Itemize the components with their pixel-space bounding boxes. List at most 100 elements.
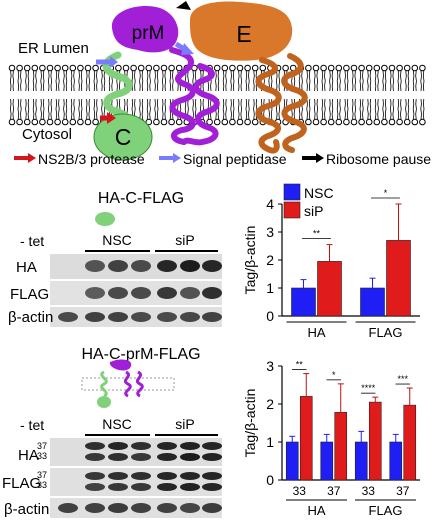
actin-band: [157, 503, 177, 513]
prm-helix-2: [181, 63, 220, 146]
ha-33-band: [85, 453, 105, 461]
lipid-tail: [20, 98, 22, 120]
lipid-head: [305, 64, 312, 72]
lipid-tail: [253, 98, 255, 120]
lipid-tail: [70, 98, 73, 120]
lipid-tail: [382, 98, 384, 120]
lipid-head: [343, 64, 350, 72]
lipid-tail: [63, 70, 65, 92]
lipid-head: [8, 64, 16, 72]
lipid-head: [175, 64, 183, 72]
actin-band: [108, 503, 128, 513]
flag-band: [108, 287, 128, 299]
lipid-tail: [237, 98, 240, 120]
ha-band: [202, 260, 222, 272]
ribosome-pause-marker: [176, 1, 191, 10]
lipid-head: [419, 64, 426, 72]
lipid-tail: [156, 70, 159, 92]
lipid-head: [145, 118, 153, 126]
actin-band: [85, 312, 105, 322]
lipid-head: [236, 64, 244, 72]
lipid-head: [8, 118, 16, 126]
bar-nsc: [291, 287, 316, 317]
lipid-tail: [47, 98, 50, 120]
flag-band: [180, 287, 200, 299]
lipid-tail: [313, 70, 316, 92]
lipid-head: [31, 64, 39, 72]
lipid-tail: [420, 70, 422, 92]
lipid-head: [168, 64, 175, 72]
lipid-head: [411, 64, 419, 72]
lipid-tail: [359, 98, 362, 120]
lipid-head: [365, 118, 373, 126]
legend-label-sip: siP: [304, 203, 323, 219]
lipid-tail: [405, 98, 407, 120]
lipid-head: [305, 118, 312, 126]
actin-band: [202, 503, 222, 513]
significance-label: **: [313, 229, 321, 239]
peptidase-legend-arrow-icon: [173, 153, 181, 163]
bar-nsc: [389, 441, 403, 481]
lipid-tail: [215, 70, 217, 92]
lipid-tail: [245, 98, 248, 120]
lipid-tail: [316, 70, 319, 92]
lipid-head: [213, 118, 221, 126]
actin-band: [58, 312, 78, 322]
x-category-label: HA: [307, 325, 325, 340]
ha-37-band: [131, 442, 151, 450]
lipid-head: [365, 64, 373, 72]
lipid-tail: [222, 70, 225, 92]
lipid-tail: [420, 98, 422, 120]
lipid-tail: [222, 98, 225, 120]
lipid-tail: [149, 98, 151, 120]
actin-band: [131, 312, 151, 322]
lipid-tail: [339, 98, 341, 120]
lipid-head: [46, 64, 54, 72]
lipid-head: [388, 64, 396, 72]
lipid-head: [92, 118, 99, 126]
flag-33-band: [180, 483, 200, 491]
lipid-tail: [101, 70, 103, 92]
ha-band: [108, 260, 128, 272]
envelope-protein: E: [190, 1, 308, 154]
lipid-tail: [344, 70, 346, 92]
lipid-head: [46, 118, 54, 126]
lipid-tail: [415, 98, 417, 120]
lipid-tail: [400, 70, 402, 92]
lipid-head: [327, 64, 335, 72]
lipid-head: [145, 64, 153, 72]
group-nsc-bottom: NSC: [102, 416, 132, 432]
lipid-tail: [70, 70, 73, 92]
lipid-head: [84, 118, 92, 126]
flag-37-band: [131, 472, 151, 480]
blot-ha-bottom: [50, 438, 222, 466]
bar-sip: [317, 261, 342, 317]
lipid-head: [381, 118, 388, 126]
protease-arrowhead: [107, 112, 116, 124]
lipid-tail: [336, 98, 339, 120]
x-tick-label: 33: [293, 484, 307, 498]
envelope-helix-2: [281, 53, 308, 153]
flag-37-band: [108, 472, 128, 480]
capsid-icon: [95, 212, 115, 226]
lipid-tail: [25, 98, 27, 120]
lipid-tail: [384, 70, 387, 92]
mini-membrane-icon: [81, 359, 175, 408]
lipid-head: [403, 64, 411, 72]
lipid-tail: [377, 98, 379, 120]
lipid-head: [419, 118, 426, 126]
lipid-head: [244, 64, 251, 72]
lipid-head: [54, 64, 61, 72]
lipid-tail: [172, 70, 174, 92]
lipid-head: [115, 64, 122, 72]
bar-sip: [403, 404, 417, 481]
lipid-tail: [12, 70, 15, 92]
lipid-tail: [12, 98, 15, 120]
lipid-tail: [245, 70, 248, 92]
lipid-tail: [248, 70, 250, 92]
legend-peptidase: Signal peptidase: [183, 151, 287, 167]
lipid-tail: [324, 70, 326, 92]
lipid-head: [221, 118, 229, 126]
flag-band: [85, 287, 105, 299]
lipid-tail: [47, 70, 50, 92]
